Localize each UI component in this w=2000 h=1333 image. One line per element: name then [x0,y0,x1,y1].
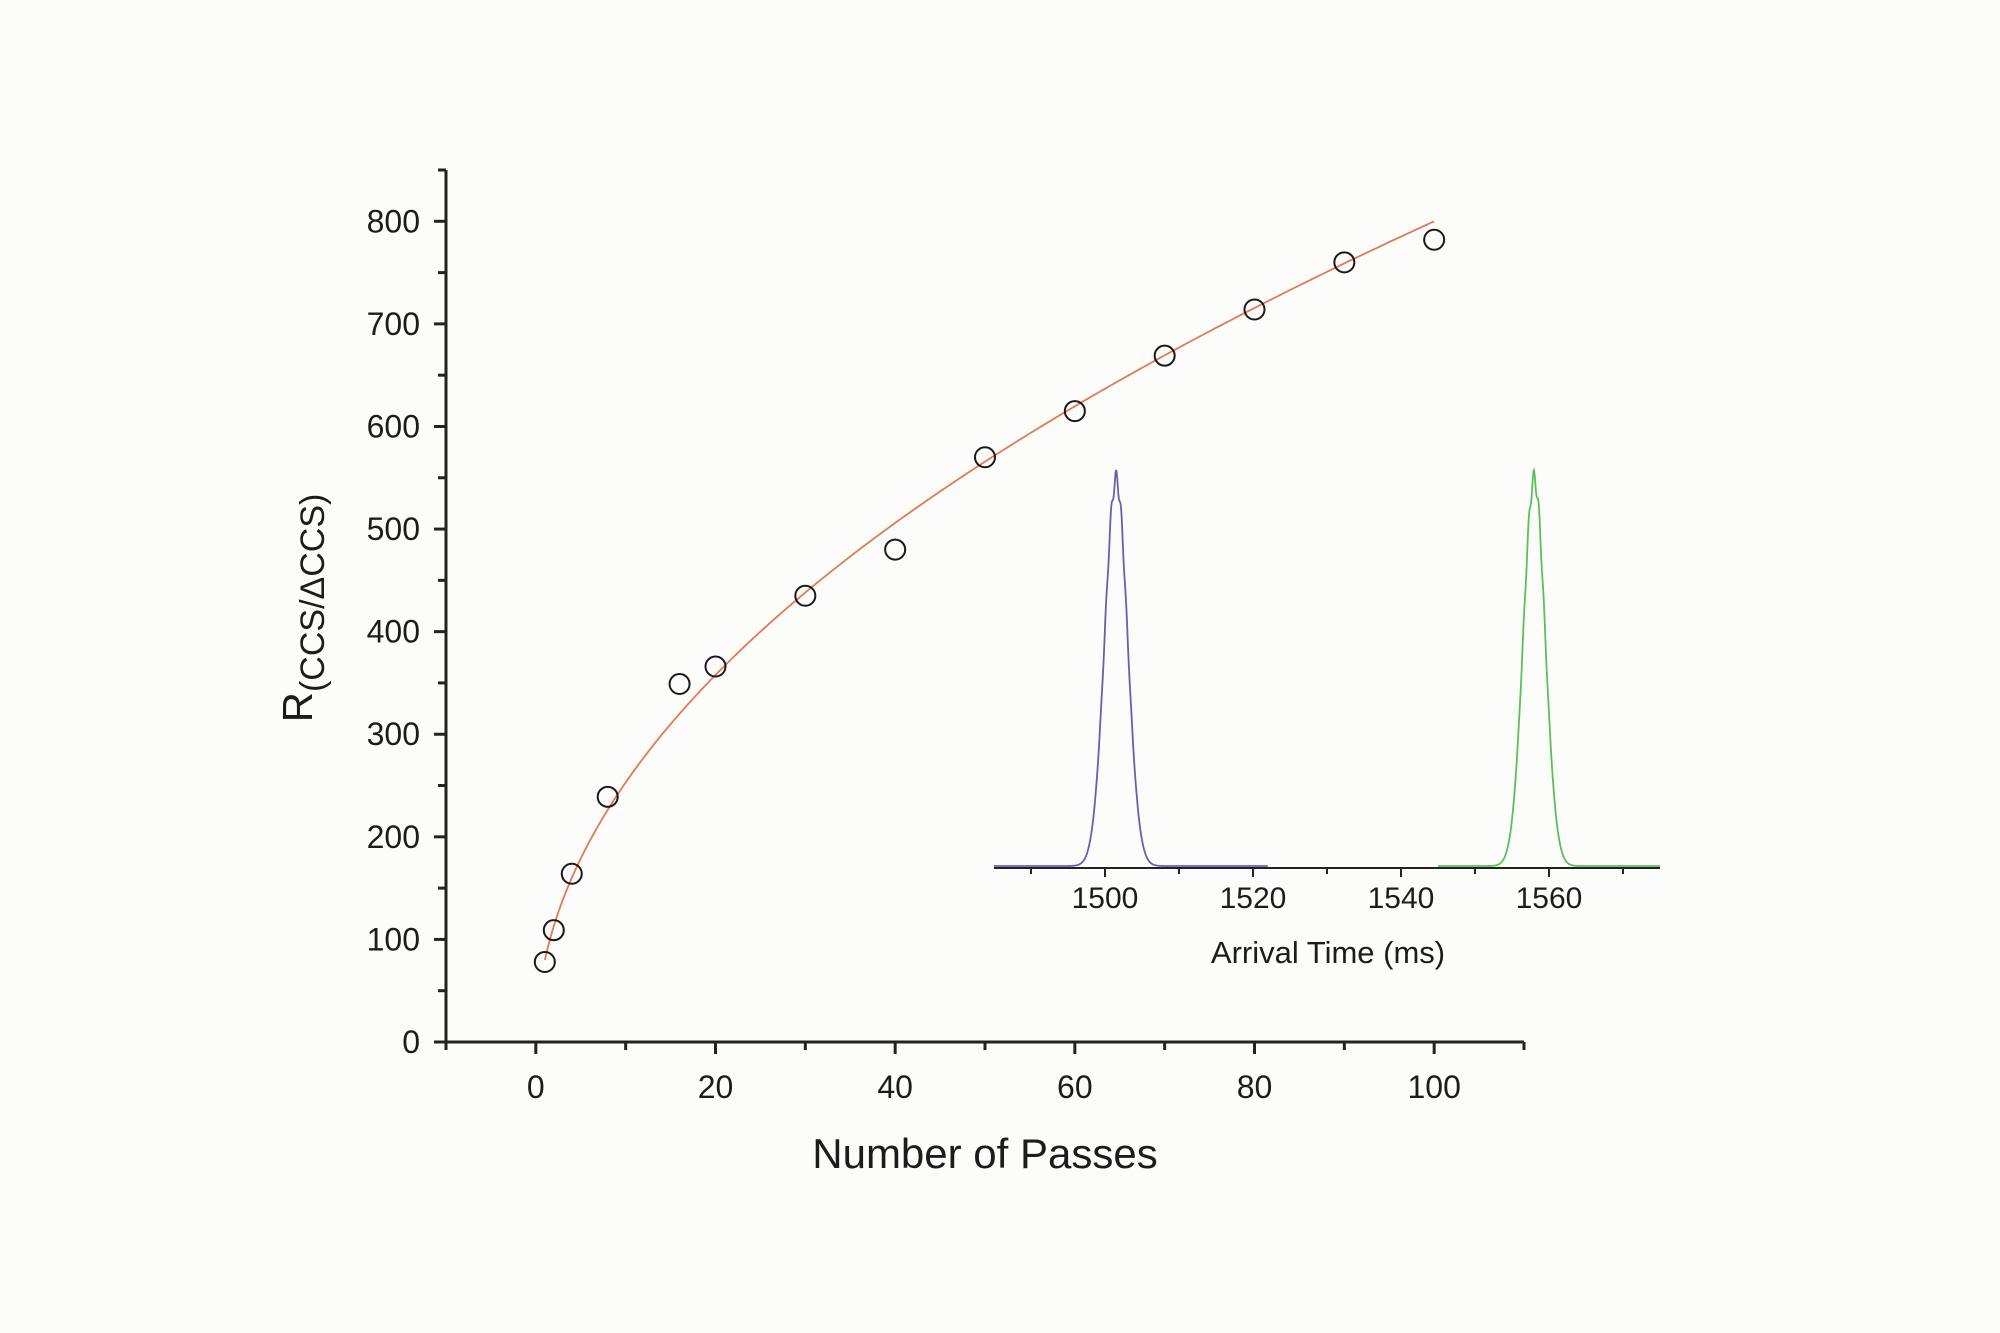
main-axes [444,170,1524,1044]
inset-ticks: 1500 1520 1540 1560 [1030,868,1624,915]
inset-x-tick-label: 1540 [1368,882,1435,915]
main-plot: 0 20 40 60 80 100 0 100 200 300 400 500 600 700 800 Nu… [274,168,1526,1177]
data-point [1423,228,1446,251]
x-tick-label: 60 [1057,1069,1093,1105]
y-tick-label: 700 [367,306,420,342]
data-point [974,446,996,469]
y-tick-label: 200 [367,819,420,855]
main-axis-lines [444,170,1524,1044]
x-tick-label: 40 [877,1069,913,1105]
x-tick-label: 100 [1407,1069,1460,1105]
data-point [794,584,817,607]
main-ticks: 0 20 40 60 80 100 0 100 200 300 400 500 600 700 800 [367,168,1526,1105]
x-tick-label: 0 [527,1069,545,1105]
inset-trace-1 [994,469,1268,867]
data-point [1063,400,1086,423]
x-axis-title: Number of Passes [812,1130,1157,1177]
inset-x-tick-label: 1560 [1516,882,1583,915]
y-axis-title-main: R [274,692,321,722]
fit-curve [543,220,1435,961]
data-point [560,862,583,885]
y-tick-label: 400 [367,614,420,650]
y-axis-title: R(CCS/ΔCCS) [274,494,332,723]
inset-plot: 1500 1520 1540 1560 Arrival Time (ms) [994,466,1660,970]
y-tick-label: 600 [367,408,420,444]
y-tick-label: 500 [367,511,420,547]
data-point [1333,251,1356,274]
y-axis-title-subscript: (CCS/ΔCCS) [294,494,332,692]
data-point [884,538,907,561]
x-tick-label: 80 [1237,1069,1273,1105]
inset-x-tick-label: 1520 [1220,882,1287,915]
y-tick-label: 100 [367,921,420,957]
data-point [1243,298,1266,321]
inset-x-tick-label: 1500 [1072,882,1139,915]
y-tick-label: 0 [402,1024,420,1060]
data-point [533,950,556,973]
data-point [704,655,727,678]
inset-trace-2 [1438,466,1660,867]
data-point [668,672,691,695]
inset-traces [994,466,1660,867]
y-axis-title-text: R(CCS/ΔCCS) [274,494,332,723]
inset-x-axis-title: Arrival Time (ms) [1211,935,1445,970]
data-point [1153,344,1176,367]
y-tick-label: 800 [367,203,420,239]
y-tick-label: 300 [367,716,420,752]
data-point [596,785,619,808]
fit-curve-layer [543,220,1435,961]
data-point [542,919,565,942]
data-points-layer [533,228,1446,973]
x-tick-label: 20 [698,1069,734,1105]
